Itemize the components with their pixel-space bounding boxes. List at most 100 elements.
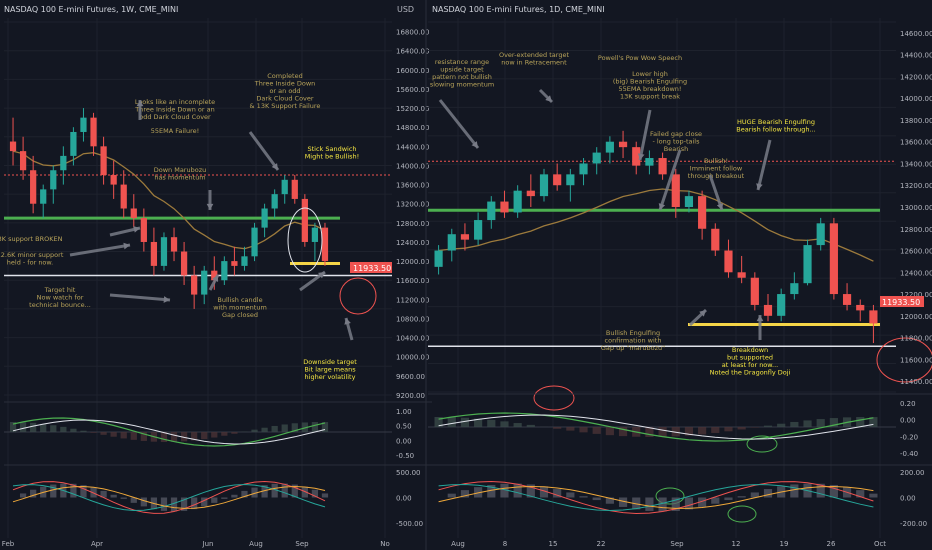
annotation-text-line: Gap up "marubozu" xyxy=(601,344,665,352)
annotation-text-line: higher volatility xyxy=(305,373,356,381)
x-tick-label: No xyxy=(380,540,390,548)
right-x-axis[interactable]: Aug 8 15 22 Sep 12 19 26 Oct xyxy=(451,540,886,548)
candle-body xyxy=(180,251,188,276)
y-tick-label: 14800.00 xyxy=(396,124,429,132)
right-y-axis[interactable]: 14600.00 14400.00 14200.00 14000.00 13800.00… xyxy=(900,30,932,386)
left-panel: NASDAQ 100 E-mini Futures, 1W, CME_MINI … xyxy=(0,0,432,550)
osc1-histogram-bar xyxy=(231,432,238,434)
osc1-histogram-bar xyxy=(211,432,218,438)
y-tick-label: 10800.00 xyxy=(396,315,429,323)
y-tick-label: 13000.00 xyxy=(900,204,932,212)
candle-body xyxy=(271,194,278,209)
left-oscillator-2: 500.00 0.00 -500.00 xyxy=(4,464,432,528)
y-tick-label: 14600.00 xyxy=(900,30,932,38)
annotation-text-line: upside target xyxy=(440,66,484,74)
candle-body xyxy=(724,250,733,273)
annotation-text: Down Marubozu has momentum xyxy=(154,166,207,182)
candle-body xyxy=(684,196,694,207)
candle-body xyxy=(539,174,549,197)
osc2-histogram-bar xyxy=(684,497,694,510)
annotation-text: Over-extended target now in Retracement xyxy=(499,51,569,67)
osc1-histogram-bar xyxy=(251,429,258,432)
annotation-text: 55EMA Failure! xyxy=(151,127,200,135)
osc1-histogram-bar xyxy=(790,421,799,427)
candle-body xyxy=(803,245,812,284)
osc2-line-red xyxy=(438,480,874,515)
left-y-axis[interactable]: 16800.00 16400.00 16000.00 15600.00 15200.00… xyxy=(396,29,429,400)
osc1-tick-label: -0.50 xyxy=(396,452,414,460)
annotation-text-line: & 13K Support Failure xyxy=(250,102,321,110)
y-tick-label: 12000.00 xyxy=(396,258,429,266)
y-tick-label: 13600.00 xyxy=(396,182,429,190)
y-tick-label: 14400.00 xyxy=(900,52,932,60)
x-tick-label: Sep xyxy=(670,540,684,548)
annotation-arrow xyxy=(248,131,280,171)
y-tick-label: 15200.00 xyxy=(396,105,429,113)
y-tick-label: 10400.00 xyxy=(396,335,429,343)
annotation-text: Looks like an incomplete Three Inside Dow… xyxy=(134,98,215,121)
osc2-line-orange xyxy=(12,485,326,509)
y-tick-label: 14200.00 xyxy=(900,73,932,81)
annotation-text-line: Bearish follow through... xyxy=(736,126,815,134)
candle-body xyxy=(221,261,228,281)
candle-body xyxy=(231,261,238,266)
osc2-histogram-bar xyxy=(140,497,147,507)
annotation-text: Lower high (big) Bearish Engulfing 55EMA b… xyxy=(613,70,687,101)
right-grid xyxy=(428,18,896,538)
candle-body xyxy=(856,304,865,311)
candle-body xyxy=(19,151,27,171)
candle-body xyxy=(816,223,825,246)
left-currency: USD xyxy=(397,5,414,14)
osc1-histogram-bar xyxy=(513,423,522,427)
osc2-histogram-bar xyxy=(566,492,575,498)
osc2-histogram-bar xyxy=(869,493,878,498)
candle-body xyxy=(790,283,799,295)
y-tick-label: 13400.00 xyxy=(900,160,932,168)
y-tick-label: 11600.00 xyxy=(396,277,429,285)
right-price-badge xyxy=(880,296,924,307)
annotation-arrowhead xyxy=(136,100,144,107)
annotation-arrow xyxy=(638,109,652,161)
osc2-histogram-bar xyxy=(211,497,218,503)
annotation-text-line: 12.6K minor support xyxy=(0,251,64,259)
highlight-ellipse xyxy=(533,385,575,411)
osc1-histogram-bar xyxy=(201,432,208,440)
osc2-histogram-bar xyxy=(70,483,77,498)
annotation-text-line: Lower high xyxy=(632,70,668,78)
left-x-axis[interactable]: Feb Apr Jun Aug Sep No xyxy=(2,540,390,548)
osc2-histogram-bar xyxy=(50,484,57,498)
osc1-histogram-bar xyxy=(711,427,720,433)
annotation-text-line: has momentum xyxy=(154,174,205,182)
candle-body xyxy=(170,237,178,252)
annotation-arrowhead xyxy=(637,153,645,160)
osc2-histogram-bar xyxy=(191,497,198,510)
osc2-histogram-bar xyxy=(30,489,37,498)
candle-body xyxy=(579,163,588,175)
annotation-text: Bullish candle with momentum Gap closed xyxy=(213,296,267,319)
osc1-histogram-bar xyxy=(645,427,654,437)
osc2-histogram-bar xyxy=(553,489,562,498)
y-tick-label: 14000.00 xyxy=(900,95,932,103)
osc1-line-a xyxy=(12,417,326,447)
candle-body xyxy=(130,208,137,219)
osc1-tick-label: 0.00 xyxy=(396,437,412,445)
osc1-histogram-bar xyxy=(80,430,87,432)
osc1-histogram-bar xyxy=(829,418,838,427)
osc2-line-orange xyxy=(438,485,874,509)
candle-body xyxy=(763,304,773,316)
annotation-text-line: odd Dark Cloud Cover xyxy=(139,113,211,121)
candle-body xyxy=(750,277,759,305)
annotation-text-line: or an odd xyxy=(269,87,300,95)
candle-body xyxy=(592,152,601,164)
left-chart-title: NASDAQ 100 E-mini Futures, 1W, CME_MINI xyxy=(4,5,178,14)
left-candles xyxy=(9,108,329,309)
osc2-tick-label: 0.00 xyxy=(900,495,916,503)
candle-body xyxy=(90,117,97,147)
candle-body xyxy=(201,270,208,295)
osc2-histogram-bar xyxy=(160,497,168,511)
osc1-histogram-bar xyxy=(526,424,535,427)
annotation-arrow xyxy=(658,149,682,211)
osc1-histogram-bar xyxy=(487,419,496,427)
osc1-histogram-bar xyxy=(737,427,746,430)
annotation-text-line: Bit large means xyxy=(304,366,356,374)
